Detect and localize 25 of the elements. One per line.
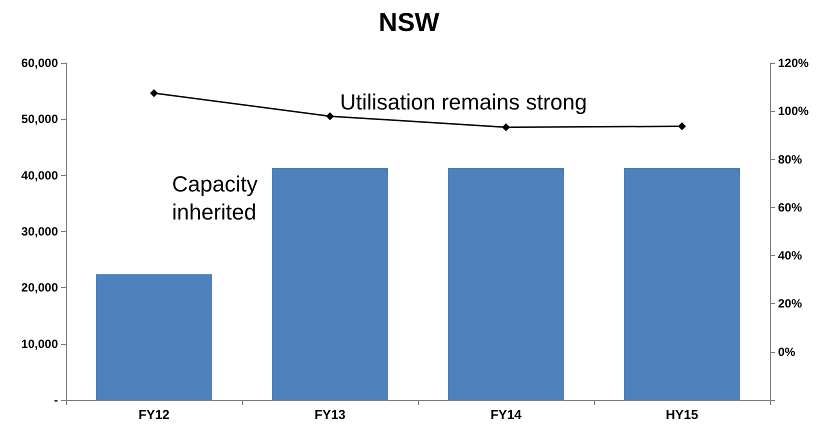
y-tick-label: 60,000 — [21, 56, 58, 70]
y2-tick-label: 60% — [778, 200, 802, 214]
x-tick-label: FY12 — [138, 407, 170, 422]
y2-tick-label: 0% — [778, 344, 796, 359]
y-tick-label: 30,000 — [21, 224, 58, 238]
y2-tick-label: 120% — [778, 56, 810, 70]
annotation: Capacity inherited — [172, 172, 264, 224]
x-tick-label: FY14 — [490, 407, 522, 422]
y-tick-label: - — [54, 393, 58, 407]
point — [678, 122, 686, 130]
chart-title: NSW — [378, 7, 440, 37]
point — [502, 123, 510, 132]
y-tick-label: 10,000 — [21, 336, 58, 351]
point — [326, 112, 334, 120]
y-tick-label: 20,000 — [21, 280, 58, 295]
annotation: Utilisation remains strong — [340, 90, 587, 114]
y2-tick-label: 40% — [778, 248, 802, 263]
y-tick-label: 40,000 — [21, 168, 58, 182]
y2-tick-label: 80% — [778, 152, 802, 166]
y2-tick-label: 100% — [778, 104, 810, 118]
y-tick-label: 50,000 — [21, 112, 58, 126]
x-tick-label: FY13 — [314, 407, 346, 422]
y2-tick-label: 20% — [778, 296, 802, 311]
point — [150, 89, 158, 98]
x-tick-label: HY15 — [666, 407, 698, 422]
